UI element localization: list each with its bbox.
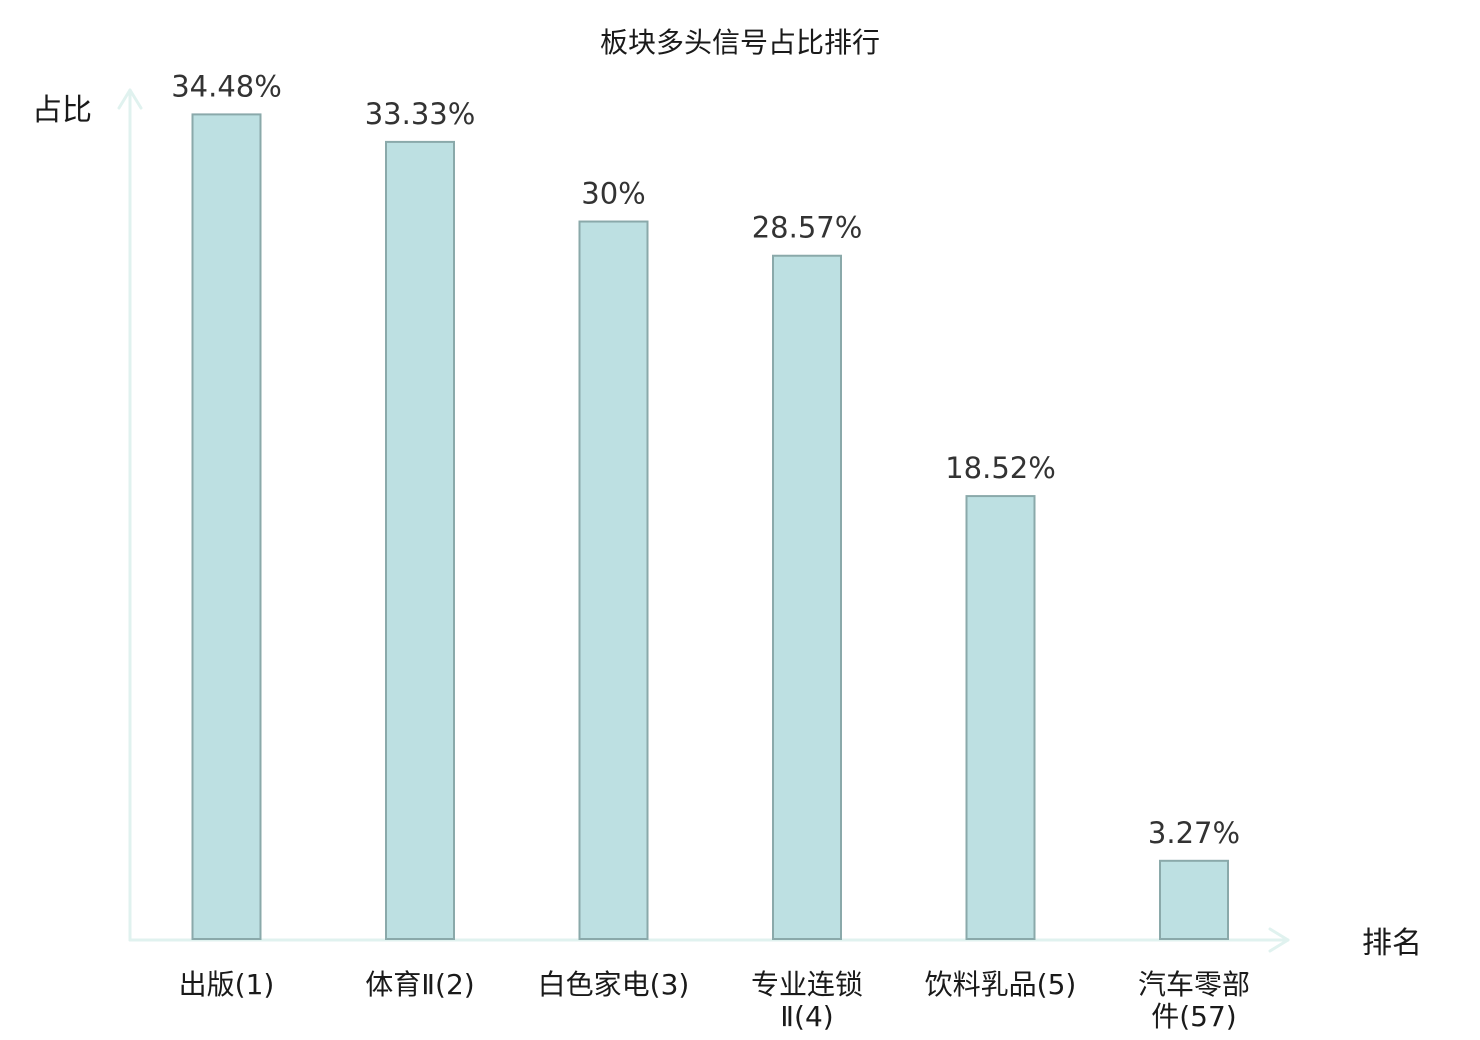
- category-label-4: 专业连锁 Ⅱ(4): [751, 968, 863, 1033]
- category-label-line: 专业连锁: [751, 968, 863, 1001]
- bar-6: [1159, 859, 1229, 940]
- x-axis: [128, 927, 1290, 953]
- category-label-6: 汽车零部件(57): [1138, 968, 1250, 1033]
- category-label-line: Ⅱ(4): [780, 1000, 833, 1033]
- bar-4: [772, 254, 842, 940]
- category-label-line: 白色家电(3): [538, 968, 690, 1001]
- category-label-2: 体育Ⅱ(2): [365, 968, 474, 1001]
- bar-5: [965, 495, 1036, 940]
- value-label-2: 33.33%: [365, 97, 476, 131]
- bar-2: [385, 140, 455, 941]
- y-axis: [117, 88, 143, 942]
- y-axis-arrow-icon: [117, 88, 143, 110]
- category-label-1: 出版(1): [179, 968, 275, 1001]
- bar-3: [578, 220, 649, 940]
- category-label-5: 饮料乳品(5): [925, 968, 1077, 1001]
- category-label-3: 白色家电(3): [538, 968, 690, 1001]
- category-label-line: 饮料乳品(5): [925, 968, 1077, 1001]
- bars-group: [191, 113, 1229, 941]
- value-label-3: 30%: [581, 177, 645, 211]
- value-label-5: 18.52%: [945, 451, 1056, 485]
- value-label-4: 28.57%: [752, 211, 863, 245]
- value-label-1: 34.48%: [171, 69, 282, 103]
- x-axis-label: 排名: [1362, 926, 1422, 961]
- category-labels-group: 出版(1) 体育Ⅱ(2) 白色家电(3) 专业连锁 Ⅱ(4) 饮料乳品(5) 汽车零部件(5…: [179, 968, 1250, 1033]
- category-label-line: 汽车零部: [1138, 968, 1250, 1001]
- category-label-line: 出版(1): [179, 968, 275, 1001]
- category-label-line: 件(57): [1151, 1000, 1236, 1033]
- y-axis-label: 占比: [32, 93, 92, 128]
- value-labels-group: 34.48% 33.33% 30% 28.57% 18.52% 3.27%: [171, 69, 1240, 849]
- x-axis-arrow-icon: [1268, 927, 1290, 953]
- chart-title: 板块多头信号占比排行: [600, 26, 880, 59]
- bar-1: [191, 113, 262, 941]
- category-label-line: 体育Ⅱ(2): [365, 968, 474, 1001]
- value-label-6: 3.27%: [1148, 816, 1240, 850]
